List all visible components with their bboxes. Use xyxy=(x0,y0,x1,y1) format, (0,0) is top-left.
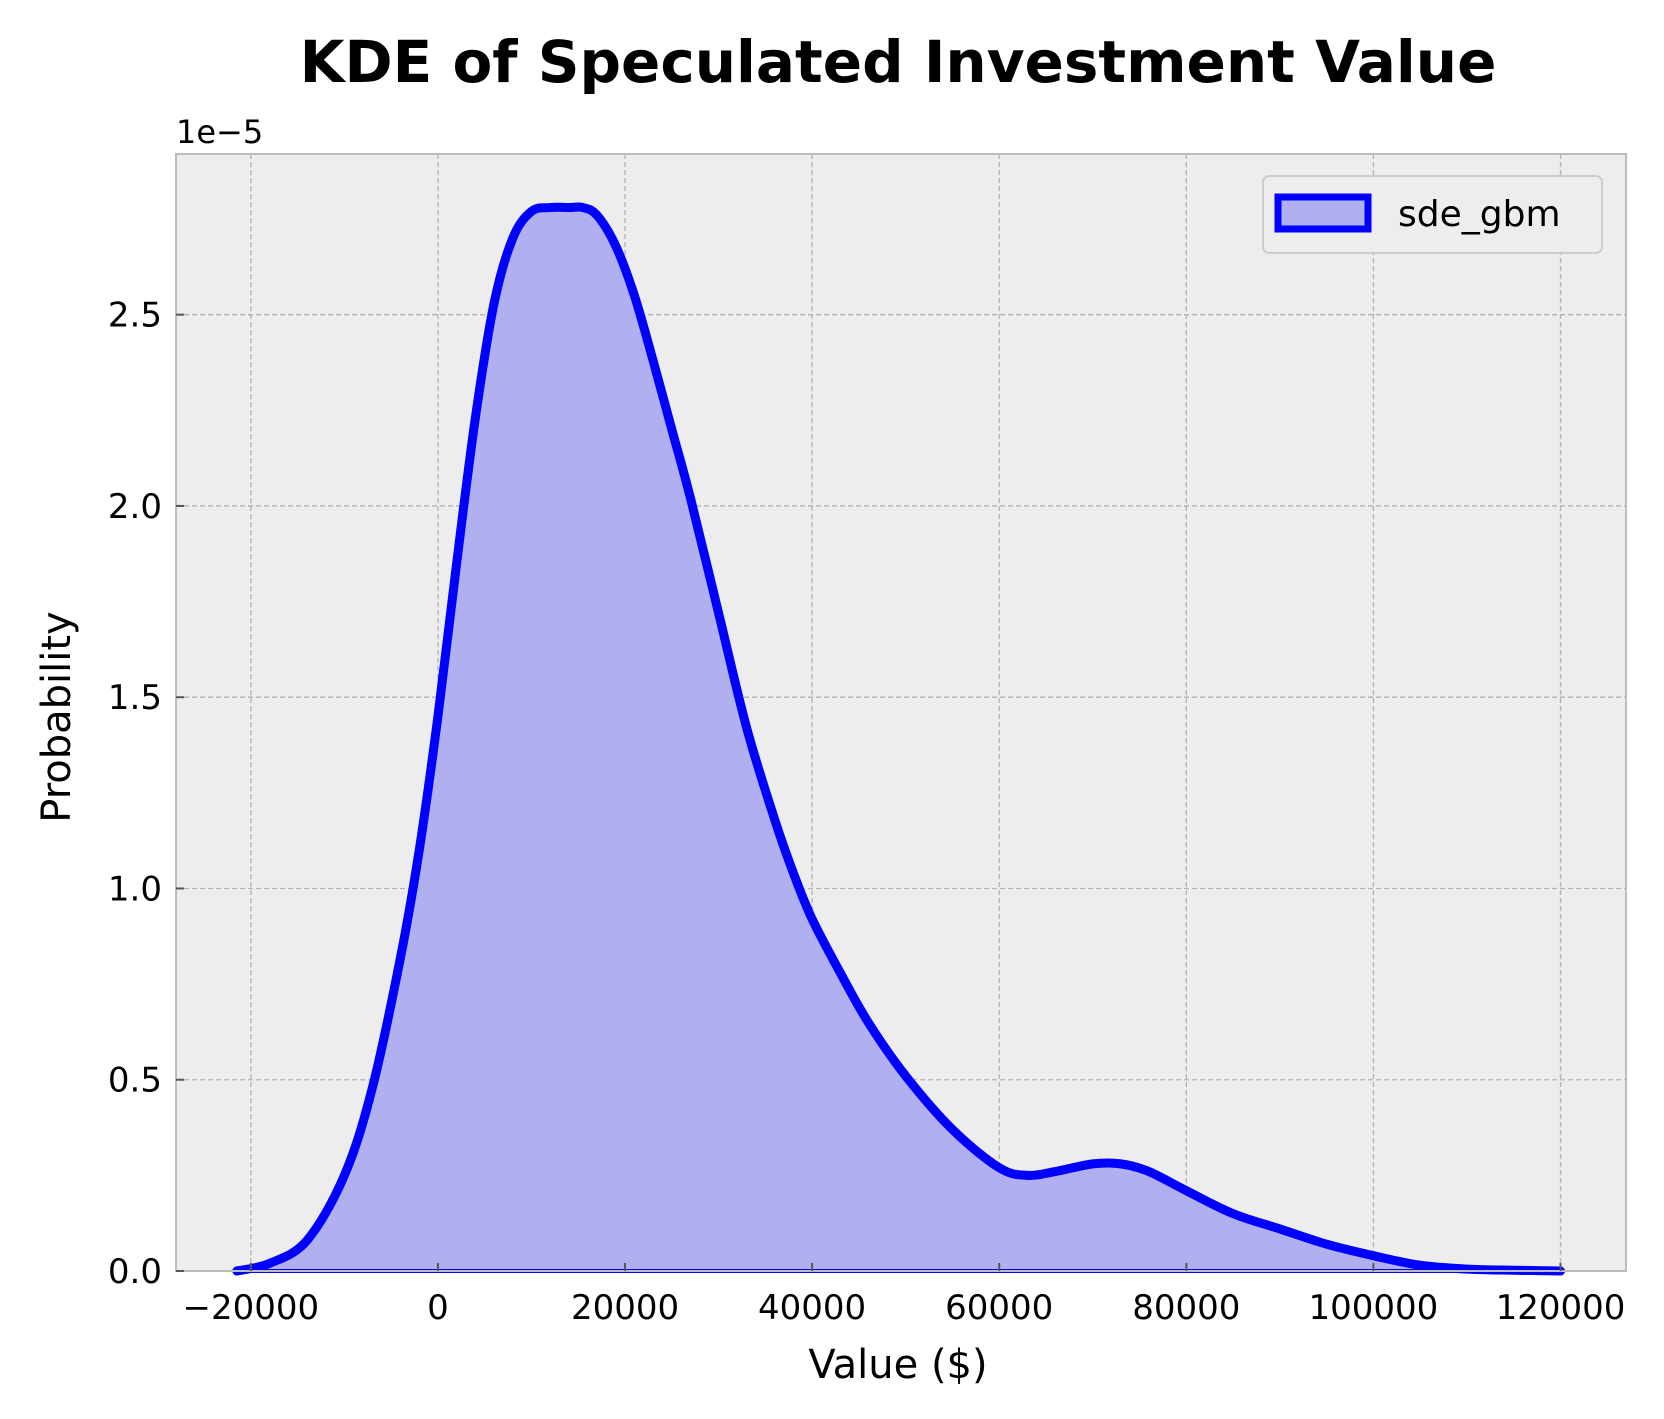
x-tick-label: 80000 xyxy=(1132,1288,1240,1328)
x-tick-label: 60000 xyxy=(945,1288,1053,1328)
x-tick-label: 120000 xyxy=(1496,1288,1626,1328)
axis-ticks: −20000 0 20000 40000 60000 80000 100000 120000 0… xyxy=(108,296,1625,1328)
x-tick-label: 100000 xyxy=(1309,1288,1439,1328)
y-tick-label: 1.0 xyxy=(108,869,162,909)
series-line xyxy=(232,202,1566,1276)
series-fill-area xyxy=(236,206,1561,1272)
legend-swatch-sde-gbm xyxy=(1274,193,1372,233)
chart-title: KDE of Speculated Investment Value xyxy=(300,28,1497,96)
x-axis-label: Value ($) xyxy=(808,1342,987,1388)
legend: sde_gbm xyxy=(1262,175,1603,254)
y-tick-label: 2.5 xyxy=(108,296,162,336)
y-tick-label: 0.0 xyxy=(108,1252,162,1292)
y-tick-label: 0.5 xyxy=(108,1061,162,1101)
x-tick-label: −20000 xyxy=(183,1288,320,1328)
x-tick-label: 0 xyxy=(427,1288,449,1328)
x-tick-label: 20000 xyxy=(571,1288,679,1328)
y-axis-label: Probability xyxy=(34,611,80,822)
plot-frame xyxy=(175,153,1627,1272)
x-tick-label: 40000 xyxy=(758,1288,866,1328)
y-axis-offset-label: 1e−5 xyxy=(176,113,263,151)
y-tick-label: 1.5 xyxy=(108,678,162,718)
legend-label-sde-gbm: sde_gbm xyxy=(1398,194,1561,235)
y-tick-label: 2.0 xyxy=(108,487,162,527)
